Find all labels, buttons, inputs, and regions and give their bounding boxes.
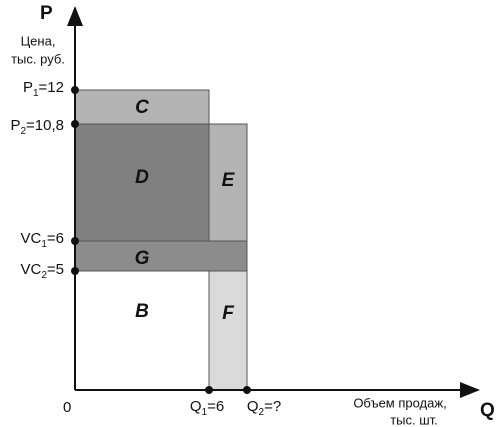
- label-part: Q: [247, 398, 259, 415]
- mark-label: Q1=6: [190, 398, 224, 418]
- label-part: =5: [47, 261, 64, 278]
- label-part: =?: [264, 398, 281, 415]
- label-part: =6: [47, 230, 64, 247]
- x-label: тыс. шт.: [390, 412, 438, 427]
- mark-label: P1=12: [23, 79, 64, 99]
- label-part: 2: [41, 270, 47, 281]
- mark-label: VC1=6: [20, 230, 64, 250]
- label-part: 2: [259, 407, 265, 418]
- label-part: 1: [41, 239, 47, 250]
- label-part: 1: [202, 407, 208, 418]
- region-f: [208, 270, 248, 391]
- point: [205, 386, 213, 394]
- mark-label: Q2=?: [247, 398, 281, 418]
- label-part: Q: [190, 398, 202, 415]
- y-label: Цена,: [21, 33, 56, 48]
- label-part: 2: [20, 126, 26, 137]
- origin: 0: [63, 399, 71, 416]
- label-part: VC: [20, 230, 41, 247]
- point: [71, 120, 79, 128]
- region-label: F: [222, 303, 235, 324]
- point: [71, 237, 79, 245]
- label-part: =6: [207, 398, 224, 415]
- label-part: =12: [39, 79, 64, 96]
- mark-label: VC2=5: [20, 261, 64, 281]
- region-label: B: [135, 301, 149, 322]
- x-label: Объем продаж,: [353, 395, 446, 410]
- region-label: G: [135, 248, 150, 269]
- points: [71, 86, 251, 394]
- label-part: 1: [33, 88, 39, 99]
- region-c: [74, 89, 210, 125]
- point: [243, 386, 251, 394]
- region-d: [74, 123, 210, 242]
- point: [71, 86, 79, 94]
- y-label: тыс. руб.: [11, 51, 65, 66]
- label-part: P: [10, 117, 20, 134]
- mark-label: P2=10,8: [10, 117, 64, 137]
- region-label: C: [135, 97, 149, 118]
- y-symbol: P: [40, 3, 53, 24]
- x-symbol: Q: [480, 400, 495, 421]
- label-part: P: [23, 79, 33, 96]
- label-part: VC: [20, 261, 41, 278]
- point: [71, 267, 79, 275]
- region-label: E: [222, 170, 236, 191]
- region-g: [74, 240, 248, 272]
- region-e: [208, 123, 248, 242]
- label-part: =10,8: [26, 117, 64, 134]
- region-label: D: [135, 167, 149, 188]
